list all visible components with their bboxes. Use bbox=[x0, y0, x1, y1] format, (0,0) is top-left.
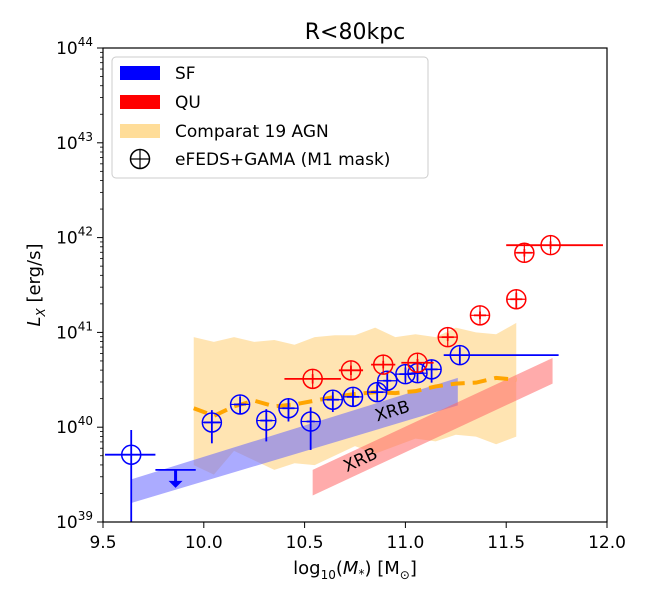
y-tick-label: 1041 bbox=[56, 319, 93, 343]
sf-point bbox=[395, 363, 416, 385]
qu-point bbox=[338, 360, 364, 381]
legend-entry: SF bbox=[120, 64, 196, 84]
sf-point bbox=[322, 389, 344, 413]
y-tick-label: 1044 bbox=[56, 35, 93, 59]
series-layer bbox=[105, 234, 603, 522]
sf-point bbox=[366, 381, 388, 403]
legend-entry: eFEDS+GAMA (M1 mask) bbox=[129, 148, 390, 170]
sf-upper-limit bbox=[155, 468, 196, 488]
y-axis-label: LX [erg/s] bbox=[24, 243, 48, 326]
x-tick-label: 12.0 bbox=[588, 533, 626, 553]
qu-point bbox=[371, 354, 396, 375]
x-tick-label: 11.0 bbox=[386, 533, 424, 553]
legend-label: SF bbox=[175, 64, 196, 84]
sf-point bbox=[256, 409, 277, 442]
x-tick-label: 11.5 bbox=[487, 533, 525, 553]
x-tick-label: 10.5 bbox=[286, 533, 324, 553]
plot-frame bbox=[102, 47, 608, 523]
xrb-sf-band bbox=[131, 377, 458, 504]
y-axis: 1039 1040 1041 1042 1043 1044 bbox=[56, 35, 103, 533]
qu-point bbox=[469, 305, 491, 326]
legend-swatch bbox=[120, 66, 160, 80]
legend-entry: Comparat 19 AGN bbox=[120, 122, 329, 142]
y-tick-label: 1040 bbox=[56, 414, 93, 438]
x-axis: 9.5 10.0 10.5 11.0 11.5 12.0 bbox=[89, 522, 626, 553]
qu-point bbox=[506, 288, 527, 310]
sf-point bbox=[377, 370, 398, 391]
xrb-qu-band bbox=[312, 357, 553, 496]
sf-point bbox=[300, 407, 321, 450]
qu-point bbox=[437, 326, 458, 348]
legend-label: eFEDS+GAMA (M1 mask) bbox=[175, 150, 390, 170]
x-tick-label: 9.5 bbox=[89, 533, 116, 553]
sf-point bbox=[201, 410, 223, 444]
qu-point bbox=[514, 242, 535, 264]
legend-swatch bbox=[120, 95, 160, 109]
legend-entry: QU bbox=[120, 93, 201, 113]
sf-point bbox=[229, 394, 251, 415]
sf-limit-arrowhead bbox=[168, 480, 183, 488]
legend-label: QU bbox=[175, 93, 201, 113]
sf-point bbox=[278, 397, 299, 422]
y-tick-label: 1039 bbox=[56, 509, 93, 533]
sf-point bbox=[342, 386, 364, 408]
qu-point bbox=[401, 352, 434, 373]
y-tick-label: 1042 bbox=[56, 225, 93, 249]
chart-title: R<80kpc bbox=[305, 20, 406, 45]
qu-point bbox=[284, 368, 341, 390]
sf-point bbox=[443, 344, 559, 366]
sf-point bbox=[105, 430, 156, 522]
legend-swatch bbox=[120, 124, 160, 138]
x-axis-label: log10(M*) [M⊙] bbox=[293, 558, 417, 582]
legend-label: Comparat 19 AGN bbox=[175, 122, 329, 142]
legend: SF QU Comparat 19 AGN eFEDS+GAMA (M1 mask) bbox=[111, 56, 429, 179]
y-tick-label: 1043 bbox=[56, 130, 93, 154]
x-tick-label: 10.0 bbox=[185, 533, 223, 553]
agn-median-line bbox=[193, 375, 517, 418]
legend-box bbox=[111, 56, 429, 179]
qu-point bbox=[506, 234, 603, 256]
